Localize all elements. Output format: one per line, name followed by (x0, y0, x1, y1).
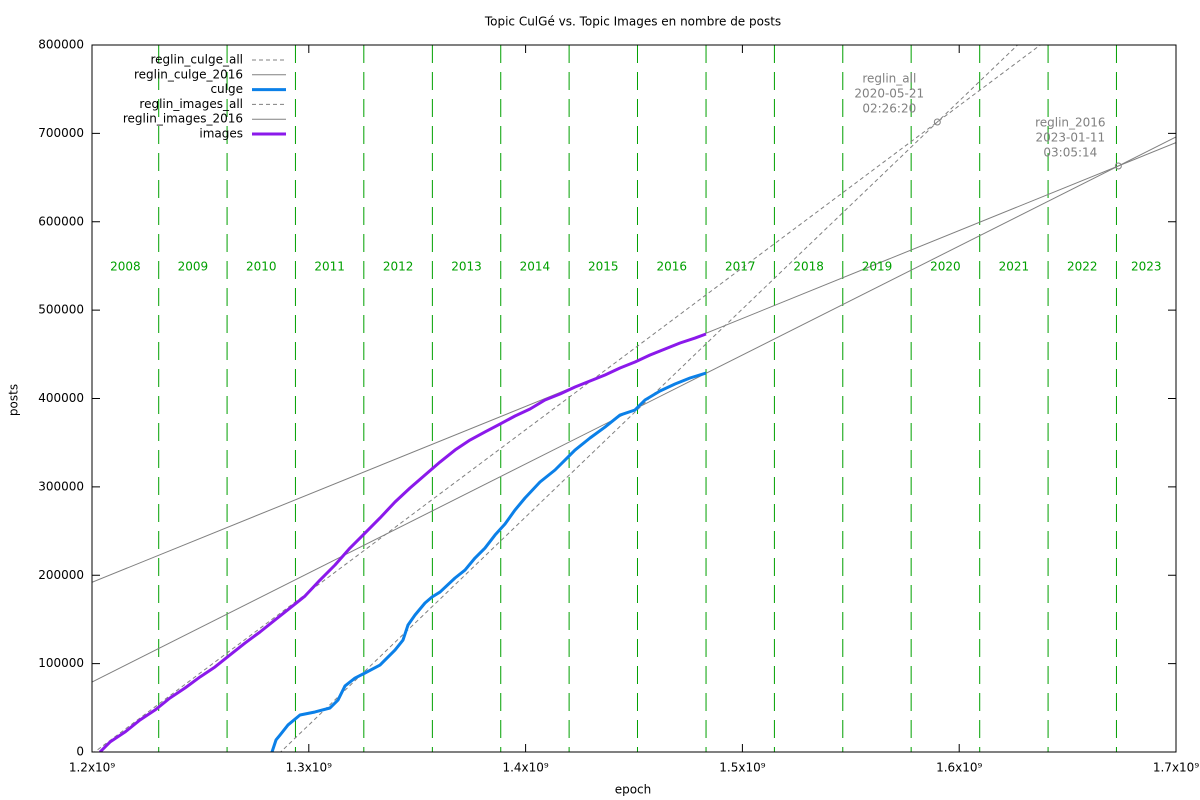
year-label: 2021 (999, 260, 1030, 274)
annotation-text: 02:26:20 (862, 101, 916, 115)
series-line (279, 45, 1019, 752)
x-tick-label: 1.4x10⁹ (502, 761, 548, 775)
annotation-text: reglin_all (862, 71, 916, 85)
year-label: 2011 (314, 260, 345, 274)
year-label: 2008 (110, 260, 141, 274)
y-tick-label: 500000 (38, 303, 84, 317)
y-tick-label: 800000 (38, 38, 84, 52)
legend-label: reglin_culge_2016 (134, 67, 243, 81)
year-label: 2014 (520, 260, 551, 274)
chart-title: Topic CulGé vs. Topic Images en nombre d… (484, 15, 781, 29)
year-label: 2017 (725, 260, 756, 274)
annotation-text: 2020-05-21 (854, 86, 924, 100)
annotation-text: 03:05:14 (1043, 145, 1097, 159)
year-label: 2015 (588, 260, 619, 274)
year-label: 2018 (793, 260, 824, 274)
series-line (270, 371, 707, 752)
y-axis-label: posts (7, 384, 21, 416)
legend-label: reglin_images_2016 (123, 112, 243, 126)
year-label: 2020 (930, 260, 961, 274)
x-axis-label: epoch (615, 783, 652, 797)
annotation-text: 2023-01-11 (1035, 130, 1105, 144)
year-label: 2019 (862, 260, 893, 274)
year-label: 2010 (246, 260, 277, 274)
year-label: 2022 (1067, 260, 1098, 274)
legend-label: images (199, 127, 243, 141)
legend-label: reglin_images_all (139, 97, 243, 111)
year-label: 2023 (1131, 260, 1162, 274)
y-tick-label: 600000 (38, 214, 84, 228)
series-line (98, 332, 707, 752)
year-label: 2013 (451, 260, 482, 274)
annotation-point (933, 118, 941, 126)
annotation-point (1114, 162, 1122, 170)
annotation-text: reglin_2016 (1035, 115, 1105, 129)
y-tick-label: 400000 (38, 391, 84, 405)
y-tick-label: 300000 (38, 479, 84, 493)
x-tick-label: 1.3x10⁹ (286, 761, 332, 775)
series-line (93, 45, 1042, 752)
y-tick-label: 0 (76, 745, 84, 759)
y-tick-label: 100000 (38, 656, 84, 670)
y-tick-label: 200000 (38, 568, 84, 582)
x-tick-label: 1.5x10⁹ (719, 761, 765, 775)
year-label: 2009 (178, 260, 209, 274)
x-tick-label: 1.6x10⁹ (936, 761, 982, 775)
x-tick-label: 1.7x10⁹ (1153, 761, 1199, 775)
year-label: 2016 (656, 260, 687, 274)
x-tick-label: 1.2x10⁹ (69, 761, 115, 775)
legend-label: culge (210, 82, 243, 96)
year-label: 2012 (383, 260, 414, 274)
legend-label: reglin_culge_all (150, 53, 243, 67)
plot-area (92, 45, 1176, 752)
y-tick-label: 700000 (38, 126, 84, 140)
